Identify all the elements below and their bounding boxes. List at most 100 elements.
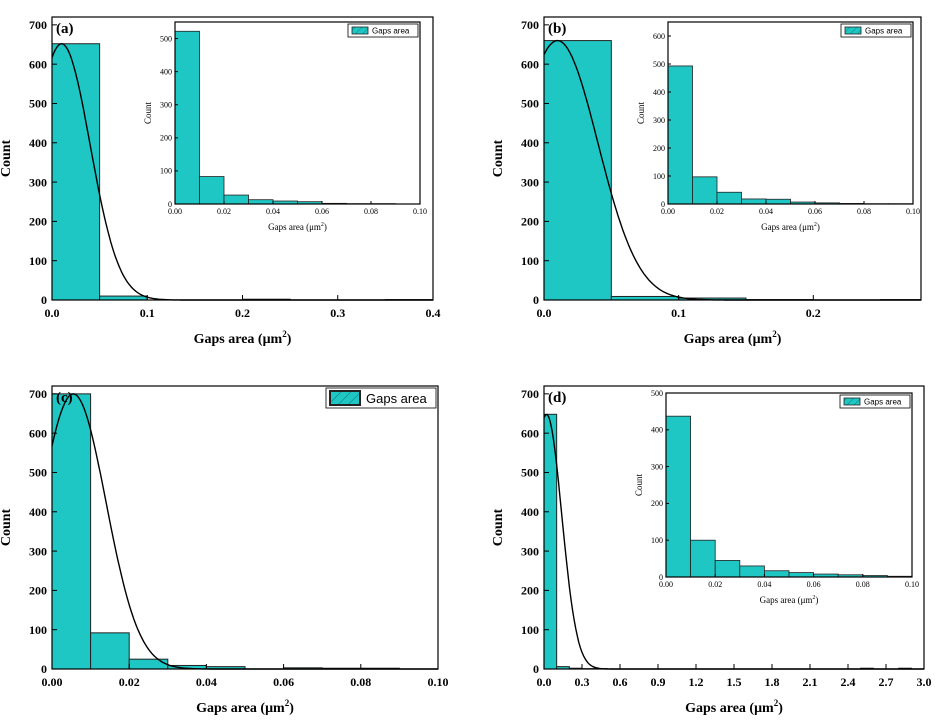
chart-panel-a: 0.0 0.1 0.2 0.3 0.4 0 100 200 300 400 500 600 700 Gap… — [0, 16, 441, 347]
x-tick-label: 0.2 — [806, 306, 821, 320]
legend-label: Gaps area — [864, 398, 902, 407]
x-label-text: Gaps area (μm — [761, 222, 814, 232]
y-tick-label: 100 — [653, 172, 665, 181]
panel-label: (b) — [548, 21, 566, 37]
x-tick-label: 0.4 — [426, 306, 441, 320]
y-tick-label: 600 — [29, 426, 47, 440]
histogram-bar — [692, 176, 718, 205]
y-tick-label: 500 — [29, 97, 47, 111]
y-tick-label: 600 — [29, 57, 47, 71]
x-tick-label: 0.02 — [119, 675, 140, 689]
x-label-close: ) — [778, 701, 783, 716]
histogram-bar — [248, 199, 274, 205]
y-tick-label: 400 — [651, 426, 663, 435]
x-tick-label: 0.08 — [350, 675, 371, 689]
inset-y-axis-label: Count — [634, 474, 644, 497]
legend-swatch — [843, 397, 861, 406]
legend-swatch — [329, 390, 361, 406]
x-axis-label: Gaps area (μm2) — [685, 698, 783, 716]
x-tick-label: 0.6 — [613, 675, 628, 689]
y-tick-label: 300 — [160, 101, 172, 110]
x-label-superscript: 2 — [812, 595, 815, 601]
x-tick-label: 0.10 — [413, 207, 427, 216]
histogram-bar — [765, 198, 791, 205]
y-tick-label: 200 — [29, 215, 47, 229]
panel-label: (d) — [548, 390, 566, 406]
x-tick-label: 0.1 — [671, 306, 686, 320]
x-label-close: ) — [777, 332, 782, 347]
y-tick-label: 400 — [160, 67, 172, 76]
inset-y-axis-label: Count — [143, 102, 153, 125]
x-tick-label: 0.08 — [856, 580, 870, 589]
x-tick-label: 0.02 — [708, 580, 722, 589]
x-tick-label: 0.06 — [315, 207, 329, 216]
x-tick-label: 0.10 — [906, 207, 920, 216]
y-tick-label: 100 — [651, 536, 663, 545]
histogram-bar — [739, 565, 765, 578]
y-tick-label: 500 — [653, 60, 665, 69]
y-tick-label: 0 — [659, 573, 663, 582]
y-tick-label: 400 — [29, 505, 47, 519]
legend: Gaps area — [347, 23, 419, 38]
y-tick-label: 500 — [521, 97, 539, 111]
legend-label: Gaps area — [372, 27, 410, 36]
legend-swatch — [844, 26, 862, 35]
x-tick-label: 0.02 — [710, 207, 724, 216]
y-tick-label: 400 — [521, 505, 539, 519]
histogram-bar — [665, 415, 692, 578]
inset-y-axis-label: Count — [636, 102, 646, 125]
inset-x-axis-label: Gaps area (μm2) — [760, 595, 819, 605]
inset-x-axis-label: Gaps area (μm2) — [268, 222, 327, 232]
y-tick-label: 300 — [29, 544, 47, 558]
x-tick-label: 0.00 — [661, 207, 675, 216]
inset-plot-frame — [665, 392, 913, 578]
x-tick-label: 0.06 — [808, 207, 822, 216]
legend-label: Gaps area — [865, 27, 903, 36]
legend-label: Gaps area — [366, 391, 427, 406]
inset-plot-frame — [667, 21, 914, 205]
x-label-superscript: 2 — [814, 222, 817, 228]
histogram-bar — [716, 191, 742, 205]
y-tick-label: 600 — [521, 57, 539, 71]
x-label-close: ) — [324, 222, 327, 232]
y-tick-label: 300 — [653, 116, 665, 125]
y-tick-label: 200 — [521, 215, 539, 229]
y-tick-label: 700 — [29, 387, 47, 401]
plot-frame — [543, 16, 922, 301]
inset-chart: 0.00 0.02 0.04 0.06 0.08 0.10 0 100 200 300 400 500… — [634, 389, 919, 605]
inset-x-axis-label: Gaps area (μm2) — [761, 222, 820, 232]
x-tick-label: 0.06 — [273, 675, 294, 689]
x-tick-label: 0.08 — [857, 207, 871, 216]
y-tick-label: 700 — [29, 18, 47, 32]
histogram-bar — [51, 393, 92, 670]
x-label-superscript: 2 — [772, 329, 777, 339]
x-tick-label: 2.4 — [841, 675, 856, 689]
y-tick-label: 100 — [29, 623, 47, 637]
y-tick-label: 200 — [651, 499, 663, 508]
x-label-text: Gaps area (μm — [268, 222, 321, 232]
y-axis-label: Count — [491, 139, 506, 177]
x-label-superscript: 2 — [282, 329, 287, 339]
y-tick-label: 400 — [29, 136, 47, 150]
y-tick-label: 700 — [521, 387, 539, 401]
legend: Gaps area — [840, 23, 912, 38]
histogram-bar — [788, 572, 815, 578]
y-tick-label: 200 — [160, 134, 172, 143]
chart-panel-c: 0.00 0.02 0.04 0.06 0.08 0.10 0 100 200 300 400 500… — [0, 385, 449, 716]
y-tick-label: 200 — [653, 144, 665, 153]
y-tick-label: 0 — [533, 662, 539, 676]
x-tick-label: 2.1 — [803, 675, 818, 689]
histogram-bar — [199, 176, 225, 205]
inset-background — [175, 22, 420, 204]
y-tick-label: 300 — [29, 175, 47, 189]
x-axis-label: Gaps area (μm2) — [684, 329, 782, 347]
y-tick-label: 0 — [41, 293, 47, 307]
y-tick-label: 500 — [521, 466, 539, 480]
x-label-close: ) — [289, 701, 294, 716]
x-tick-label: 0.0 — [45, 306, 60, 320]
y-tick-label: 300 — [521, 175, 539, 189]
x-tick-label: 1.2 — [689, 675, 704, 689]
histogram-bar — [741, 198, 767, 205]
histogram-bar — [543, 40, 612, 301]
